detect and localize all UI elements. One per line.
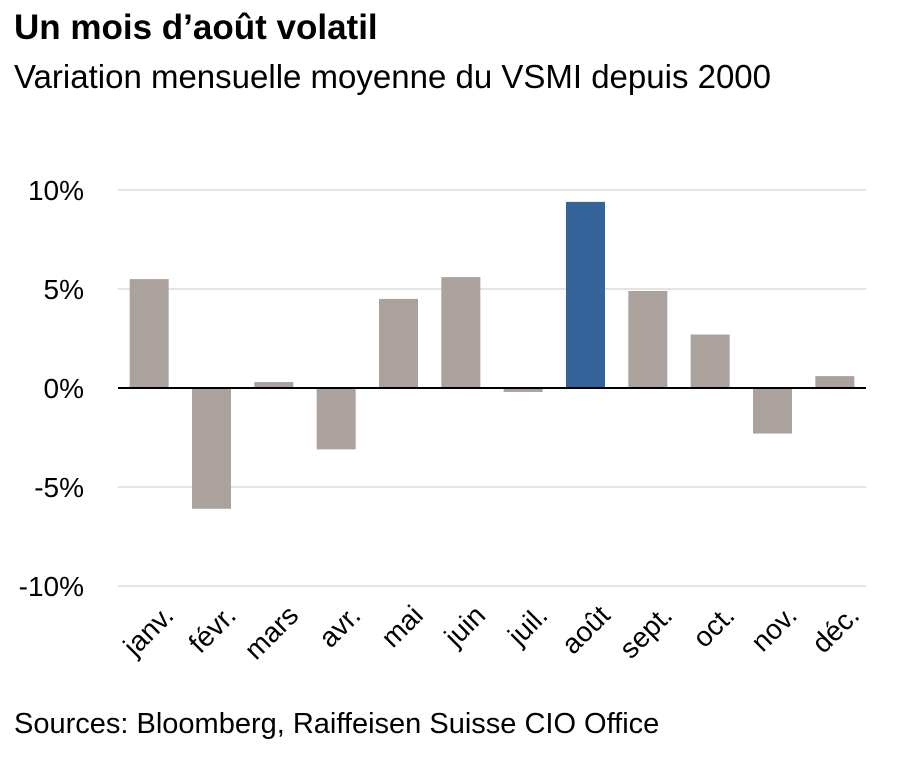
x-tick-label: août [555, 599, 616, 660]
bar-11 [815, 376, 855, 388]
bar-2 [254, 382, 294, 388]
x-tick-label: févr. [183, 599, 242, 658]
bar-7 [566, 201, 605, 388]
y-tick-label: 5% [44, 274, 84, 305]
bar-1 [192, 388, 231, 509]
chart-title: Un mois d’août volatil [14, 8, 378, 47]
bars [129, 201, 855, 509]
chart-subtitle: Variation mensuelle moyenne du VSMI depu… [14, 58, 772, 95]
y-tick-label: 10% [28, 175, 84, 206]
bar-10 [753, 388, 792, 434]
y-tick-label: -10% [19, 571, 84, 602]
x-tick-label: déc. [806, 599, 865, 658]
bar-0 [129, 279, 169, 388]
x-tick-label: juin [438, 599, 491, 652]
y-tick-label: 0% [44, 373, 84, 404]
bar-5 [441, 277, 481, 388]
y-axis-ticks: 10% 5% 0% -5% -10% [19, 175, 84, 602]
x-tick-label: juil. [501, 599, 553, 651]
bar-6 [503, 388, 543, 392]
x-tick-label: mai [375, 599, 429, 653]
y-tick-label: -5% [34, 472, 84, 503]
x-tick-label: mars [238, 599, 304, 665]
x-tick-label: sept. [613, 599, 678, 664]
bar-3 [316, 388, 356, 450]
bar-chart: 10% 5% 0% -5% -10% janv. févr.mars avr. mai juin… [19, 175, 866, 665]
x-tick-label: avr. [313, 599, 367, 653]
x-tick-label: janv. [117, 599, 180, 662]
x-tick-label: oct. [687, 599, 741, 653]
bar-4 [379, 298, 418, 388]
bar-9 [690, 334, 730, 388]
grid-lines [118, 189, 866, 587]
source-note: Sources: Bloomberg, Raiffeisen Suisse CI… [14, 708, 660, 740]
x-tick-label: nov. [745, 599, 803, 657]
bar-8 [628, 290, 668, 388]
